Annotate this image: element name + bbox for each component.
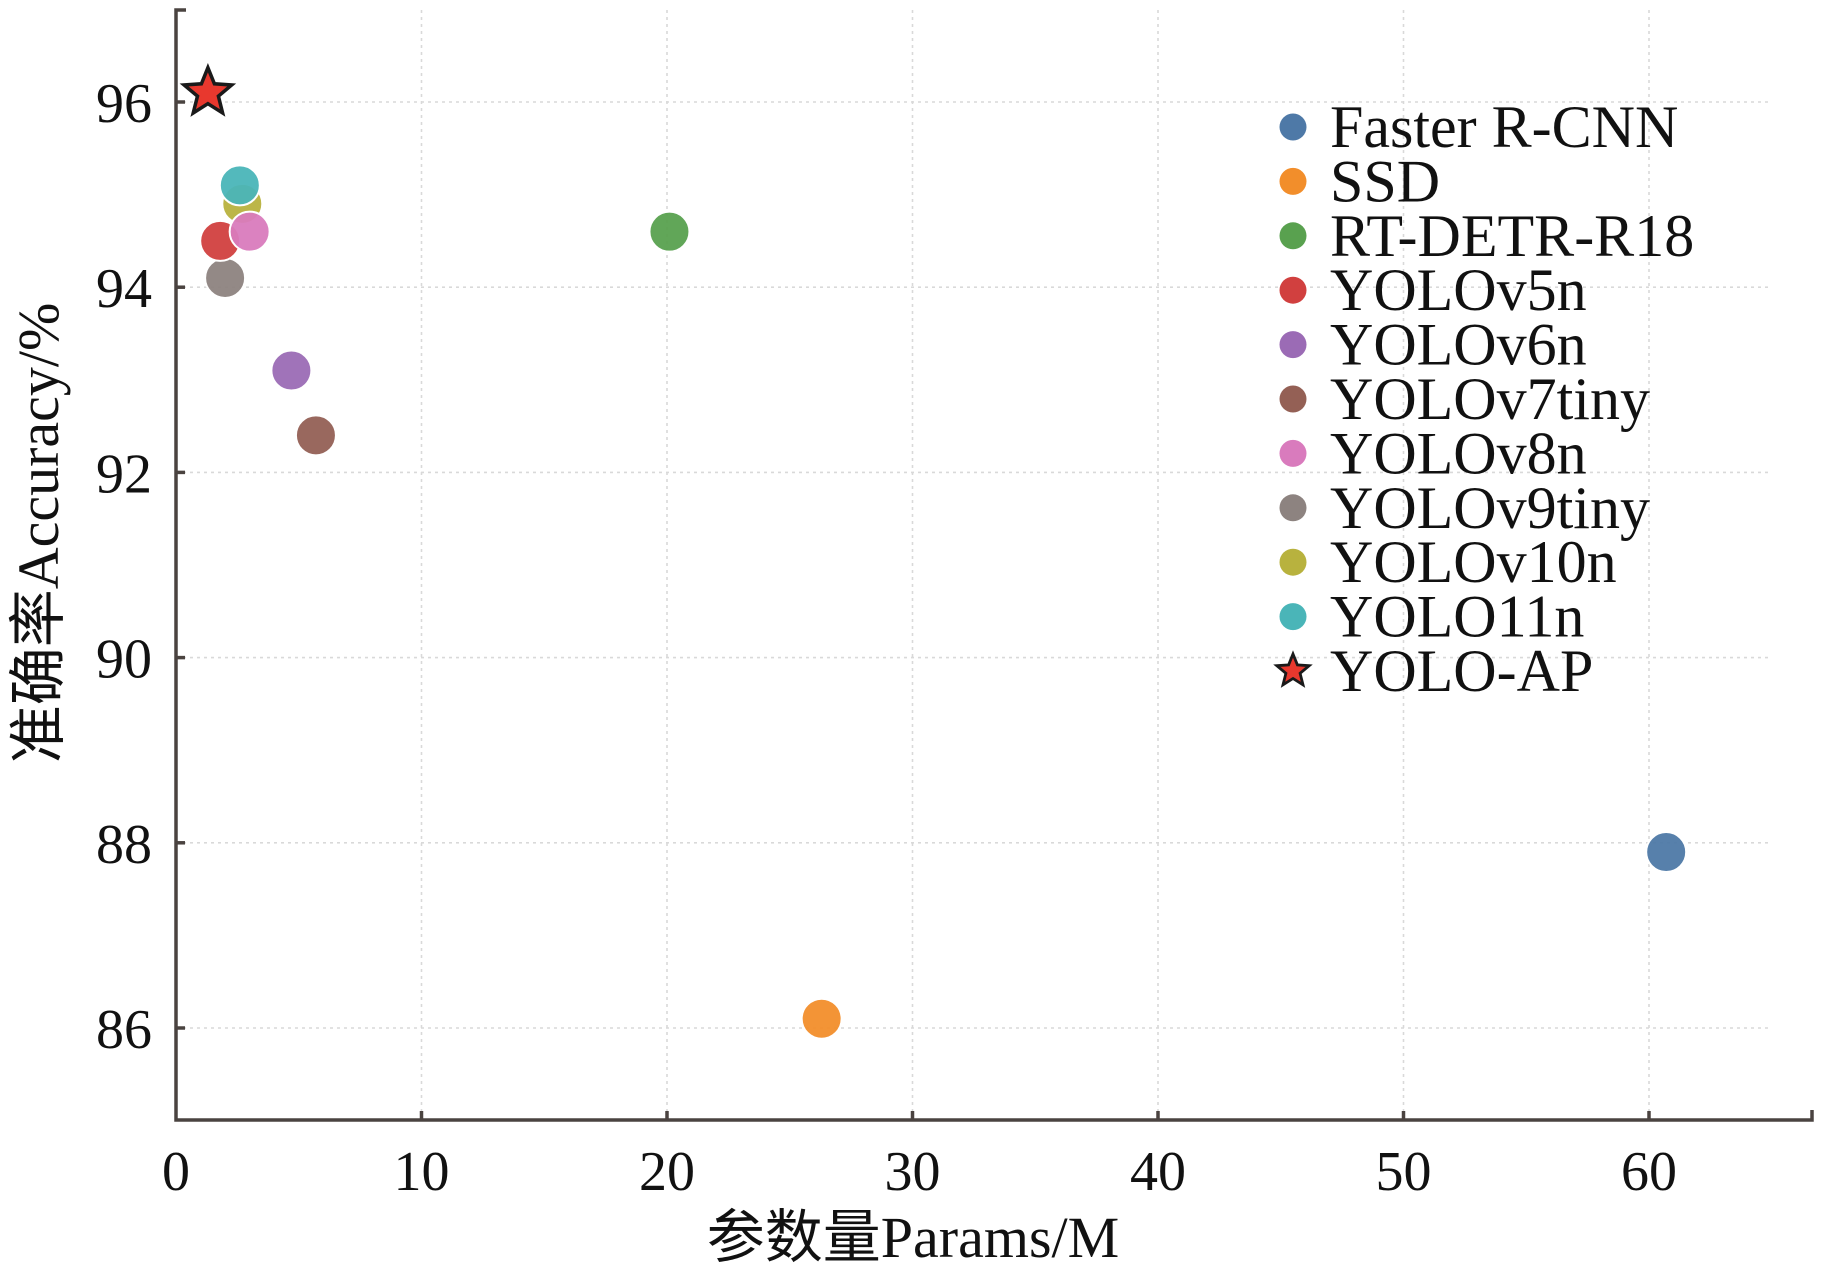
legend-marker-circle-icon xyxy=(1279,548,1307,576)
axis-ticks: 0 10 20 30 40 50 60 86 88 90 92 94 96 xyxy=(96,73,1677,1203)
legend-item-ssd: SSD xyxy=(1279,148,1440,214)
legend-marker-circle-icon xyxy=(1279,222,1307,250)
legend-label: YOLO11n xyxy=(1330,584,1584,650)
x-tick-label: 10 xyxy=(394,1141,450,1203)
data-point-yolov8n xyxy=(228,210,271,253)
legend-label: SSD xyxy=(1330,148,1440,214)
data-point-yolo-ap xyxy=(179,63,237,117)
y-tick-label: 94 xyxy=(96,258,152,320)
y-tick-label: 86 xyxy=(96,999,152,1061)
data-point-faster-r-cnn xyxy=(1645,831,1688,874)
legend-marker-circle-icon xyxy=(1279,331,1307,359)
data-point-rt-detr-r18 xyxy=(648,210,691,253)
data-points xyxy=(179,63,1688,1040)
data-point-yolov7tiny xyxy=(294,414,337,457)
legend-item-yolo11n: YOLO11n xyxy=(1279,584,1584,650)
legend-item-yolov9tiny: YOLOv9tiny xyxy=(1279,475,1650,541)
legend-item-yolov7tiny: YOLOv7tiny xyxy=(1279,366,1650,432)
axis-lines xyxy=(174,8,1814,1122)
x-tick-label: 20 xyxy=(639,1141,695,1203)
legend-label: Faster R-CNN xyxy=(1330,94,1678,160)
legend-label: YOLOv9tiny xyxy=(1330,475,1650,541)
y-tick-label: 90 xyxy=(96,629,152,691)
legend-item-yolov5n: YOLOv5n xyxy=(1279,257,1587,323)
legend-item-yolov6n: YOLOv6n xyxy=(1279,312,1587,378)
y-tick-label: 92 xyxy=(96,443,152,505)
grid-lines xyxy=(176,10,1772,1120)
data-point-yolo11n xyxy=(218,164,261,207)
legend: Faster R-CNNSSDRT-DETR-R18YOLOv5nYOLOv6n… xyxy=(1273,94,1694,704)
data-point-yolov9tiny xyxy=(204,256,247,299)
legend-item-yolo-ap: YOLO-AP xyxy=(1273,638,1593,704)
data-point-ssd xyxy=(800,997,843,1040)
legend-marker-circle-icon xyxy=(1279,385,1307,413)
legend-marker-circle-icon xyxy=(1279,603,1307,631)
legend-marker-circle-icon xyxy=(1279,113,1307,141)
legend-label: YOLOv6n xyxy=(1330,312,1587,378)
legend-label: YOLOv10n xyxy=(1330,529,1617,595)
x-axis-title: 参数量Params/M xyxy=(707,1205,1119,1270)
legend-marker-circle-icon xyxy=(1279,276,1307,304)
legend-item-rt-detr-r18: RT-DETR-R18 xyxy=(1279,203,1694,269)
y-tick-label: 96 xyxy=(96,73,152,135)
x-tick-label: 50 xyxy=(1376,1141,1432,1203)
legend-marker-circle-icon xyxy=(1279,494,1307,522)
legend-item-faster-r-cnn: Faster R-CNN xyxy=(1279,94,1678,160)
x-tick-label: 30 xyxy=(885,1141,941,1203)
x-tick-label: 40 xyxy=(1130,1141,1186,1203)
legend-item-yolov8n: YOLOv8n xyxy=(1279,420,1587,486)
axes xyxy=(174,8,1814,1122)
legend-label: YOLOv7tiny xyxy=(1330,366,1650,432)
legend-marker-circle-icon xyxy=(1279,167,1307,195)
legend-label: RT-DETR-R18 xyxy=(1330,203,1694,269)
x-tick-label: 0 xyxy=(162,1141,190,1203)
data-point-yolov6n xyxy=(270,349,313,392)
y-axis-title: 准确率Accuracy/% xyxy=(6,303,71,764)
x-tick-label: 60 xyxy=(1621,1141,1677,1203)
legend-label: YOLOv5n xyxy=(1330,257,1587,323)
y-tick-label: 88 xyxy=(96,814,152,876)
legend-item-yolov10n: YOLOv10n xyxy=(1279,529,1617,595)
legend-label: YOLO-AP xyxy=(1330,638,1593,704)
legend-marker-star-icon xyxy=(1273,650,1313,688)
legend-label: YOLOv8n xyxy=(1330,420,1587,486)
legend-marker-circle-icon xyxy=(1279,439,1307,467)
